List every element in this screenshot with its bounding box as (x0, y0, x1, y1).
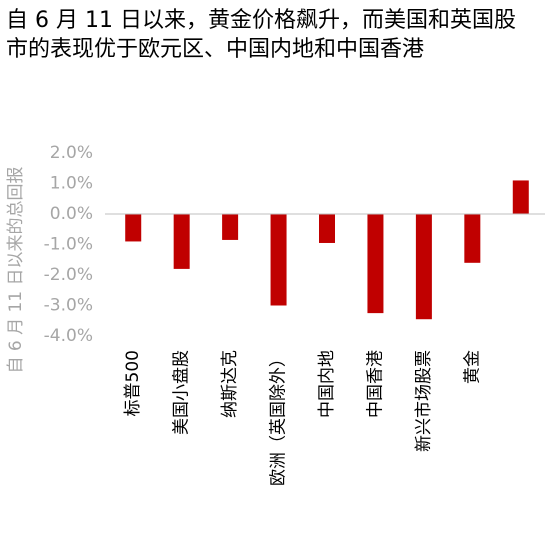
bar (367, 214, 384, 314)
y-tick-label: 0.0% (50, 204, 93, 224)
chart-title: 自 6 月 11 日以来，黄金价格飙升，而美国和英国股市的表现优于欧元区、中国内… (6, 8, 516, 62)
bar (319, 214, 335, 243)
x-tick-label: 中国内地 (317, 350, 337, 418)
x-tick-label: 欧洲（英国除外） (269, 350, 289, 486)
x-tick-label: 美国小盘股 (172, 350, 192, 435)
y-tick-label: -2.0% (44, 265, 93, 285)
x-tick-label: 黄金 (462, 350, 482, 384)
bar (222, 214, 239, 240)
bar (173, 214, 190, 269)
x-tick-label: 标普500 (123, 350, 143, 416)
bar (415, 214, 432, 320)
y-tick-label: -1.0% (44, 235, 93, 255)
y-tick-label: -3.0% (44, 296, 93, 316)
y-tick-label: -4.0% (44, 326, 93, 346)
bar (125, 214, 142, 242)
bar (270, 214, 287, 306)
x-tick-label: 中国香港 (365, 350, 385, 418)
y-tick-label: 1.0% (50, 174, 93, 194)
bar (464, 214, 481, 263)
y-tick-label: 2.0% (50, 143, 93, 163)
bar (512, 180, 529, 214)
x-tick-label: 新兴市场股票 (414, 350, 434, 452)
x-tick-label: 纳斯达克 (220, 350, 240, 418)
y-axis-label: 自 6 月 11 日以来的总回报 (6, 166, 26, 373)
